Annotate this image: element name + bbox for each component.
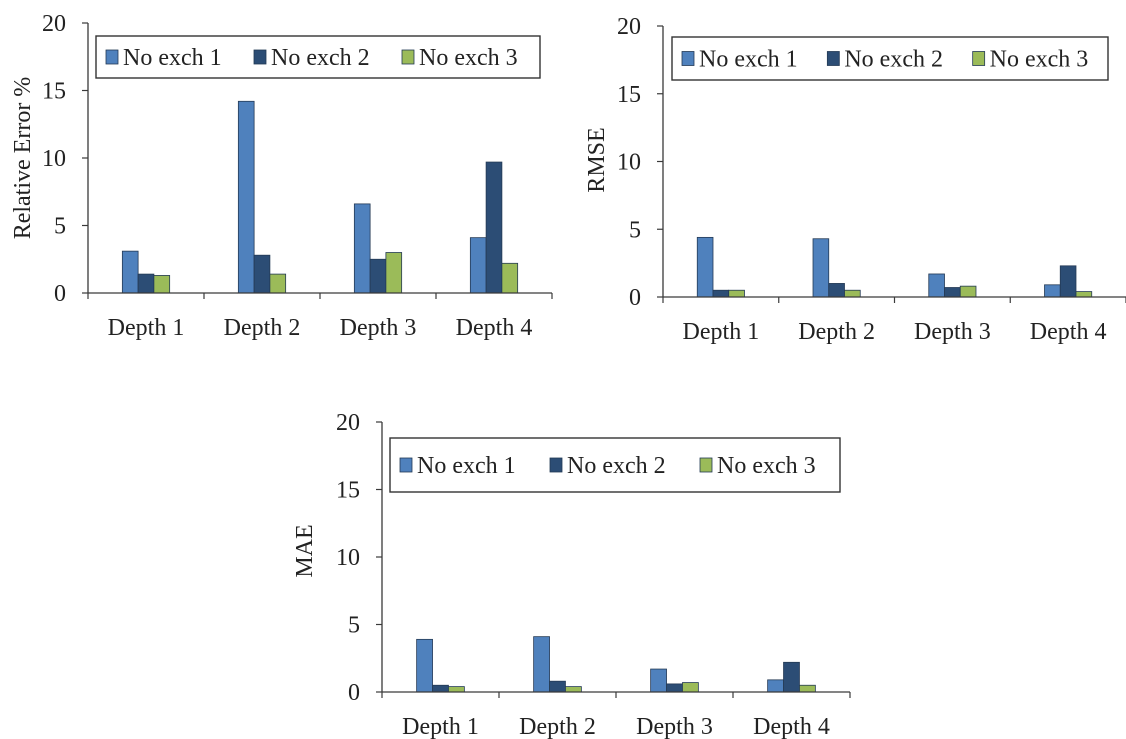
legend-swatch [972, 51, 986, 66]
y-tick-label: 5 [54, 214, 66, 240]
x-tick-label: Depth 3 [636, 714, 713, 739]
legend-label: No exch 2 [271, 45, 370, 71]
chart-panel-2: 0 5 10 15 20 Depth 1 Depth 2 Depth 3 Depth 4 RMSE… [584, 14, 1126, 345]
bar-no-exch-1-depth-2 [812, 238, 830, 298]
legend-label: No exch 1 [417, 453, 516, 479]
bar-no-exch-1-depth-2 [533, 636, 550, 693]
y-axis-title: RMSE [584, 127, 610, 192]
y-tick-label: 15 [42, 79, 66, 105]
bar-no-exch-2-depth-2 [828, 283, 845, 298]
x-tick-label: Depth 1 [402, 714, 479, 739]
bar-no-exch-2-depth-2 [549, 680, 566, 693]
bar-no-exch-3-depth-2 [565, 686, 582, 693]
legend-swatch [826, 51, 840, 66]
bar-no-exch-1-depth-1 [416, 638, 433, 693]
legend: No exch 1 No exch 2 No exch 3 [95, 35, 541, 79]
legend: No exch 1 No exch 2 No exch 3 [389, 437, 841, 493]
legend-swatch [681, 51, 695, 66]
bar-no-exch-3-depth-4 [1075, 291, 1093, 298]
y-tick-label: 15 [617, 82, 641, 108]
y-tick-label: 0 [629, 285, 641, 311]
bar-no-exch-1-depth-1 [696, 236, 714, 298]
bar-no-exch-2-depth-3 [369, 258, 387, 294]
legend-label: No exch 1 [699, 47, 798, 73]
y-tick-label: 20 [42, 11, 66, 37]
bar-no-exch-3-depth-3 [959, 285, 977, 298]
legend-box [671, 36, 1109, 81]
legend-box [95, 35, 541, 79]
y-tick-label: 0 [348, 680, 360, 706]
legend-label: No exch 3 [717, 453, 816, 479]
y-axis-title: MAE [292, 524, 318, 577]
y-tick-label: 15 [336, 478, 360, 504]
bar-no-exch-1-depth-1 [121, 250, 139, 294]
bar-no-exch-3-depth-3 [682, 682, 699, 693]
x-tick-label: Depth 4 [1030, 319, 1107, 345]
bar-no-exch-3-depth-4 [501, 262, 519, 294]
x-tick-label: Depth 2 [519, 714, 596, 739]
y-tick-label: 5 [348, 613, 360, 639]
y-tick-label: 10 [336, 545, 360, 571]
bar-no-exch-3-depth-1 [448, 686, 465, 693]
y-tick-label: 20 [617, 14, 641, 40]
x-tick-label: Depth 4 [456, 315, 533, 341]
y-tick-label: 0 [54, 281, 66, 307]
legend-label: No exch 2 [844, 47, 943, 73]
x-tick-label: Depth 3 [914, 319, 991, 345]
legend-label: No exch 3 [990, 47, 1089, 73]
legend-swatch [549, 457, 563, 473]
bar-no-exch-3-depth-2 [269, 273, 287, 294]
legend-swatch [401, 49, 415, 65]
bar-no-exch-2-depth-3 [944, 287, 961, 298]
bar-no-exch-1-depth-3 [353, 203, 371, 294]
bar-no-exch-2-depth-1 [432, 684, 449, 693]
bar-no-exch-2-depth-3 [666, 683, 683, 693]
bar-no-exch-1-depth-4 [469, 237, 487, 294]
bar-no-exch-3-depth-1 [153, 275, 171, 294]
bar-no-exch-1-depth-3 [650, 668, 667, 693]
legend-swatch [699, 457, 713, 473]
bar-no-exch-3-depth-2 [844, 289, 861, 298]
x-tick-label: Depth 1 [108, 315, 185, 341]
legend-label: No exch 1 [123, 45, 222, 71]
bar-no-exch-2-depth-4 [485, 161, 503, 294]
bar-no-exch-1-depth-2 [237, 100, 255, 294]
y-tick-label: 10 [42, 146, 66, 172]
bar-no-exch-1-depth-3 [928, 273, 945, 298]
bar-no-exch-3-depth-1 [728, 289, 745, 298]
bar-no-exch-3-depth-3 [385, 252, 403, 294]
legend-swatch [253, 49, 267, 65]
legend-box [389, 437, 841, 493]
bar-no-exch-2-depth-2 [253, 254, 271, 294]
bar-no-exch-2-depth-4 [1059, 265, 1077, 298]
x-tick-label: Depth 3 [340, 315, 417, 341]
x-tick-label: Depth 4 [753, 714, 830, 739]
y-axis-title: Relative Error % [10, 77, 36, 240]
x-tick-label: Depth 2 [224, 315, 301, 341]
legend: No exch 1 No exch 2 No exch 3 [671, 36, 1109, 81]
legend-swatch [399, 457, 413, 473]
x-tick-label: Depth 1 [683, 319, 760, 345]
bar-no-exch-2-depth-4 [783, 661, 800, 693]
y-tick-label: 20 [336, 410, 360, 436]
chart-panel-1: 0 5 10 15 20 Depth 1 Depth 2 Depth 3 Depth 4 Rela… [10, 11, 553, 341]
bar-no-exch-1-depth-4 [1044, 284, 1061, 298]
chart-panel-3: 0 5 10 15 20 Depth 1 Depth 2 Depth 3 Depth 4 MAE N… [292, 410, 851, 739]
x-tick-label: Depth 2 [798, 319, 875, 345]
bar-no-exch-2-depth-1 [712, 289, 730, 298]
bar-no-exch-3-depth-4 [799, 684, 816, 693]
bar-no-exch-1-depth-4 [767, 679, 784, 693]
y-tick-label: 10 [617, 150, 641, 176]
y-tick-label: 5 [629, 217, 641, 243]
bar-no-exch-2-depth-1 [137, 273, 155, 294]
legend-label: No exch 2 [567, 453, 666, 479]
legend-swatch [105, 49, 119, 65]
legend-label: No exch 3 [419, 45, 518, 71]
